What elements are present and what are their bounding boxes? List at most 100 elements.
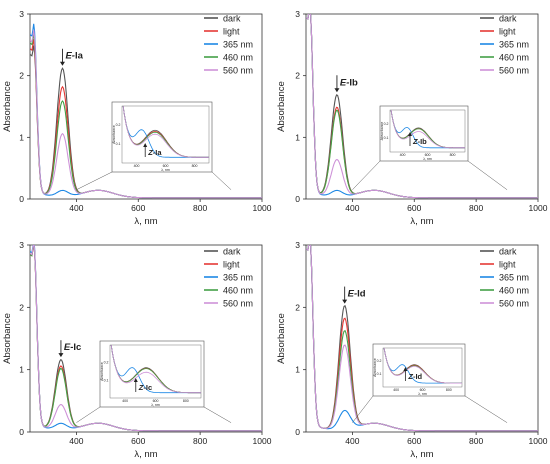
series-line-560-nm: [30, 29, 262, 199]
x-axis-label: λ, nm: [410, 449, 433, 460]
legend-label: dark: [499, 247, 517, 257]
x-tick-label: 1000: [529, 203, 548, 213]
x-tick-label: 800: [469, 436, 483, 446]
inset-plot-frame: [109, 344, 202, 399]
x-tick-label: 800: [193, 436, 207, 446]
legend-label: 365 nm: [223, 273, 253, 283]
inset-chart: 400 600 800 0.1 0.2 λ, nm Absorbance Z-Ia: [111, 101, 213, 173]
y-tick-label: 0: [19, 427, 24, 437]
y-tick-label: 1: [295, 132, 300, 142]
arrow-head-icon: [408, 132, 412, 136]
inset-x-tick-label: 600: [425, 153, 431, 157]
annotation-main: E-Id: [342, 286, 366, 304]
inset-plot-frame: [389, 109, 466, 153]
inset-x-tick-label: 800: [192, 164, 198, 168]
legend-label: light: [223, 260, 240, 270]
y-tick-label: 0: [295, 194, 300, 204]
annotation-main: E-Ib: [334, 75, 358, 93]
y-tick-label: 0: [295, 427, 300, 437]
inset-frame: [372, 343, 466, 397]
inset-series-line: [390, 110, 465, 149]
legend-label: 365 nm: [223, 40, 253, 50]
inset-x-tick-label: 800: [183, 399, 189, 403]
inset-y-tick-label: 0.1: [377, 372, 382, 376]
inset-annotation-label: Z-Id: [407, 372, 422, 381]
x-tick-label: 400: [345, 203, 359, 213]
inset-series-line: [383, 348, 462, 384]
inset-y-axis-label: Absorbance: [380, 122, 384, 141]
zoom-connector: [464, 395, 508, 423]
annotation-main: E-Ia: [59, 48, 84, 66]
inset-chart: 400 600 800 0.1 0.2 λ, nm Absorbance Z-Ic: [99, 340, 205, 408]
arrow-head-icon: [58, 353, 64, 358]
legend: dark light 365 nm 460 nm 560 nm: [204, 14, 253, 76]
chart-panel-Id: 400 600 800 1000 0 1 2 3 λ, nm Absorbance dark ligh…: [276, 240, 548, 460]
inset-x-tick-label: 400: [393, 388, 399, 392]
chart-panel-Ic: 400 600 800 1000 0 1 2 3 λ, nm Absorbance dark ligh…: [2, 240, 272, 460]
y-tick-label: 3: [19, 240, 24, 250]
inset-plot-frame: [121, 105, 210, 164]
plot-frame: [305, 244, 539, 433]
series-line-560-nm: [306, 14, 538, 199]
zoom-connector: [76, 171, 113, 190]
y-axis-label: Absorbance: [2, 81, 13, 132]
plot-frame: [29, 13, 263, 200]
annotation-label: E-Ia: [65, 51, 83, 62]
x-tick-label: 400: [69, 436, 83, 446]
inset-x-axis-label: λ, nm: [161, 168, 170, 172]
inset-y-tick-label: 0.2: [116, 123, 121, 127]
y-tick-label: 0: [19, 194, 24, 204]
inset-y-tick-label: 0.1: [116, 142, 121, 146]
x-axis-label: λ, nm: [134, 216, 157, 227]
y-axis-label: Absorbance: [276, 313, 287, 364]
inset-series-line: [122, 106, 209, 158]
inset-y-axis-label: Absorbance: [112, 125, 116, 144]
legend-label: 560 nm: [499, 66, 529, 76]
y-tick-label: 2: [19, 302, 24, 312]
plot-frame: [29, 244, 263, 433]
y-axis-label: Absorbance: [2, 313, 13, 364]
inset-x-tick-label: 600: [153, 399, 159, 403]
legend-label: dark: [499, 14, 517, 24]
chart-panel-Ib: 400 600 800 1000 0 1 2 3 λ, nm Absorbance dark ligh…: [276, 9, 548, 227]
legend-label: 365 nm: [499, 40, 529, 50]
inset-annotation-label: Z-Ib: [412, 137, 427, 146]
y-tick-label: 3: [295, 240, 300, 250]
plot-frame: [305, 13, 539, 200]
series-line-560-nm: [30, 245, 262, 432]
inset-x-tick-label: 400: [134, 164, 140, 168]
y-axis-label: Absorbance: [276, 81, 287, 132]
inset-x-tick-label: 800: [450, 153, 456, 157]
x-axis-label: λ, nm: [134, 449, 157, 460]
zoom-connector: [76, 406, 101, 423]
zoom-connector: [203, 406, 232, 423]
legend-label: 560 nm: [223, 299, 253, 309]
inset-chart: 400 600 800 0.1 0.2 λ, nm Absorbance Z-Ib: [379, 105, 469, 162]
y-tick-label: 2: [295, 302, 300, 312]
inset-x-tick-label: 400: [122, 399, 128, 403]
x-tick-label: 1000: [253, 436, 272, 446]
legend-label: 460 nm: [223, 53, 253, 63]
legend-label: 460 nm: [499, 286, 529, 296]
x-tick-label: 600: [131, 436, 145, 446]
chart-panel-Ia: 400 600 800 1000 0 1 2 3 λ, nm Absorbance dark ligh…: [2, 9, 272, 227]
annotation-label: E-Ic: [64, 342, 81, 353]
y-tick-label: 2: [19, 71, 24, 81]
y-tick-label: 1: [19, 132, 24, 142]
y-tick-label: 3: [19, 9, 24, 19]
annotation-label: E-Id: [348, 289, 366, 300]
arrow-head-icon: [342, 299, 348, 304]
y-tick-label: 3: [295, 9, 300, 19]
inset-y-tick-label: 0.1: [384, 136, 389, 140]
x-tick-label: 600: [407, 203, 421, 213]
inset-y-axis-label: Absorbance: [100, 362, 104, 381]
inset-x-axis-label: λ, nm: [423, 157, 432, 161]
x-tick-label: 800: [193, 203, 207, 213]
legend: dark light 365 nm 460 nm 560 nm: [204, 247, 253, 309]
inset-x-tick-label: 600: [420, 388, 426, 392]
arrow-head-icon: [334, 88, 340, 93]
legend-label: 560 nm: [223, 66, 253, 76]
arrow-head-icon: [403, 367, 408, 371]
arrow-head-icon: [133, 378, 138, 382]
inset-y-tick-label: 0.2: [377, 359, 382, 363]
